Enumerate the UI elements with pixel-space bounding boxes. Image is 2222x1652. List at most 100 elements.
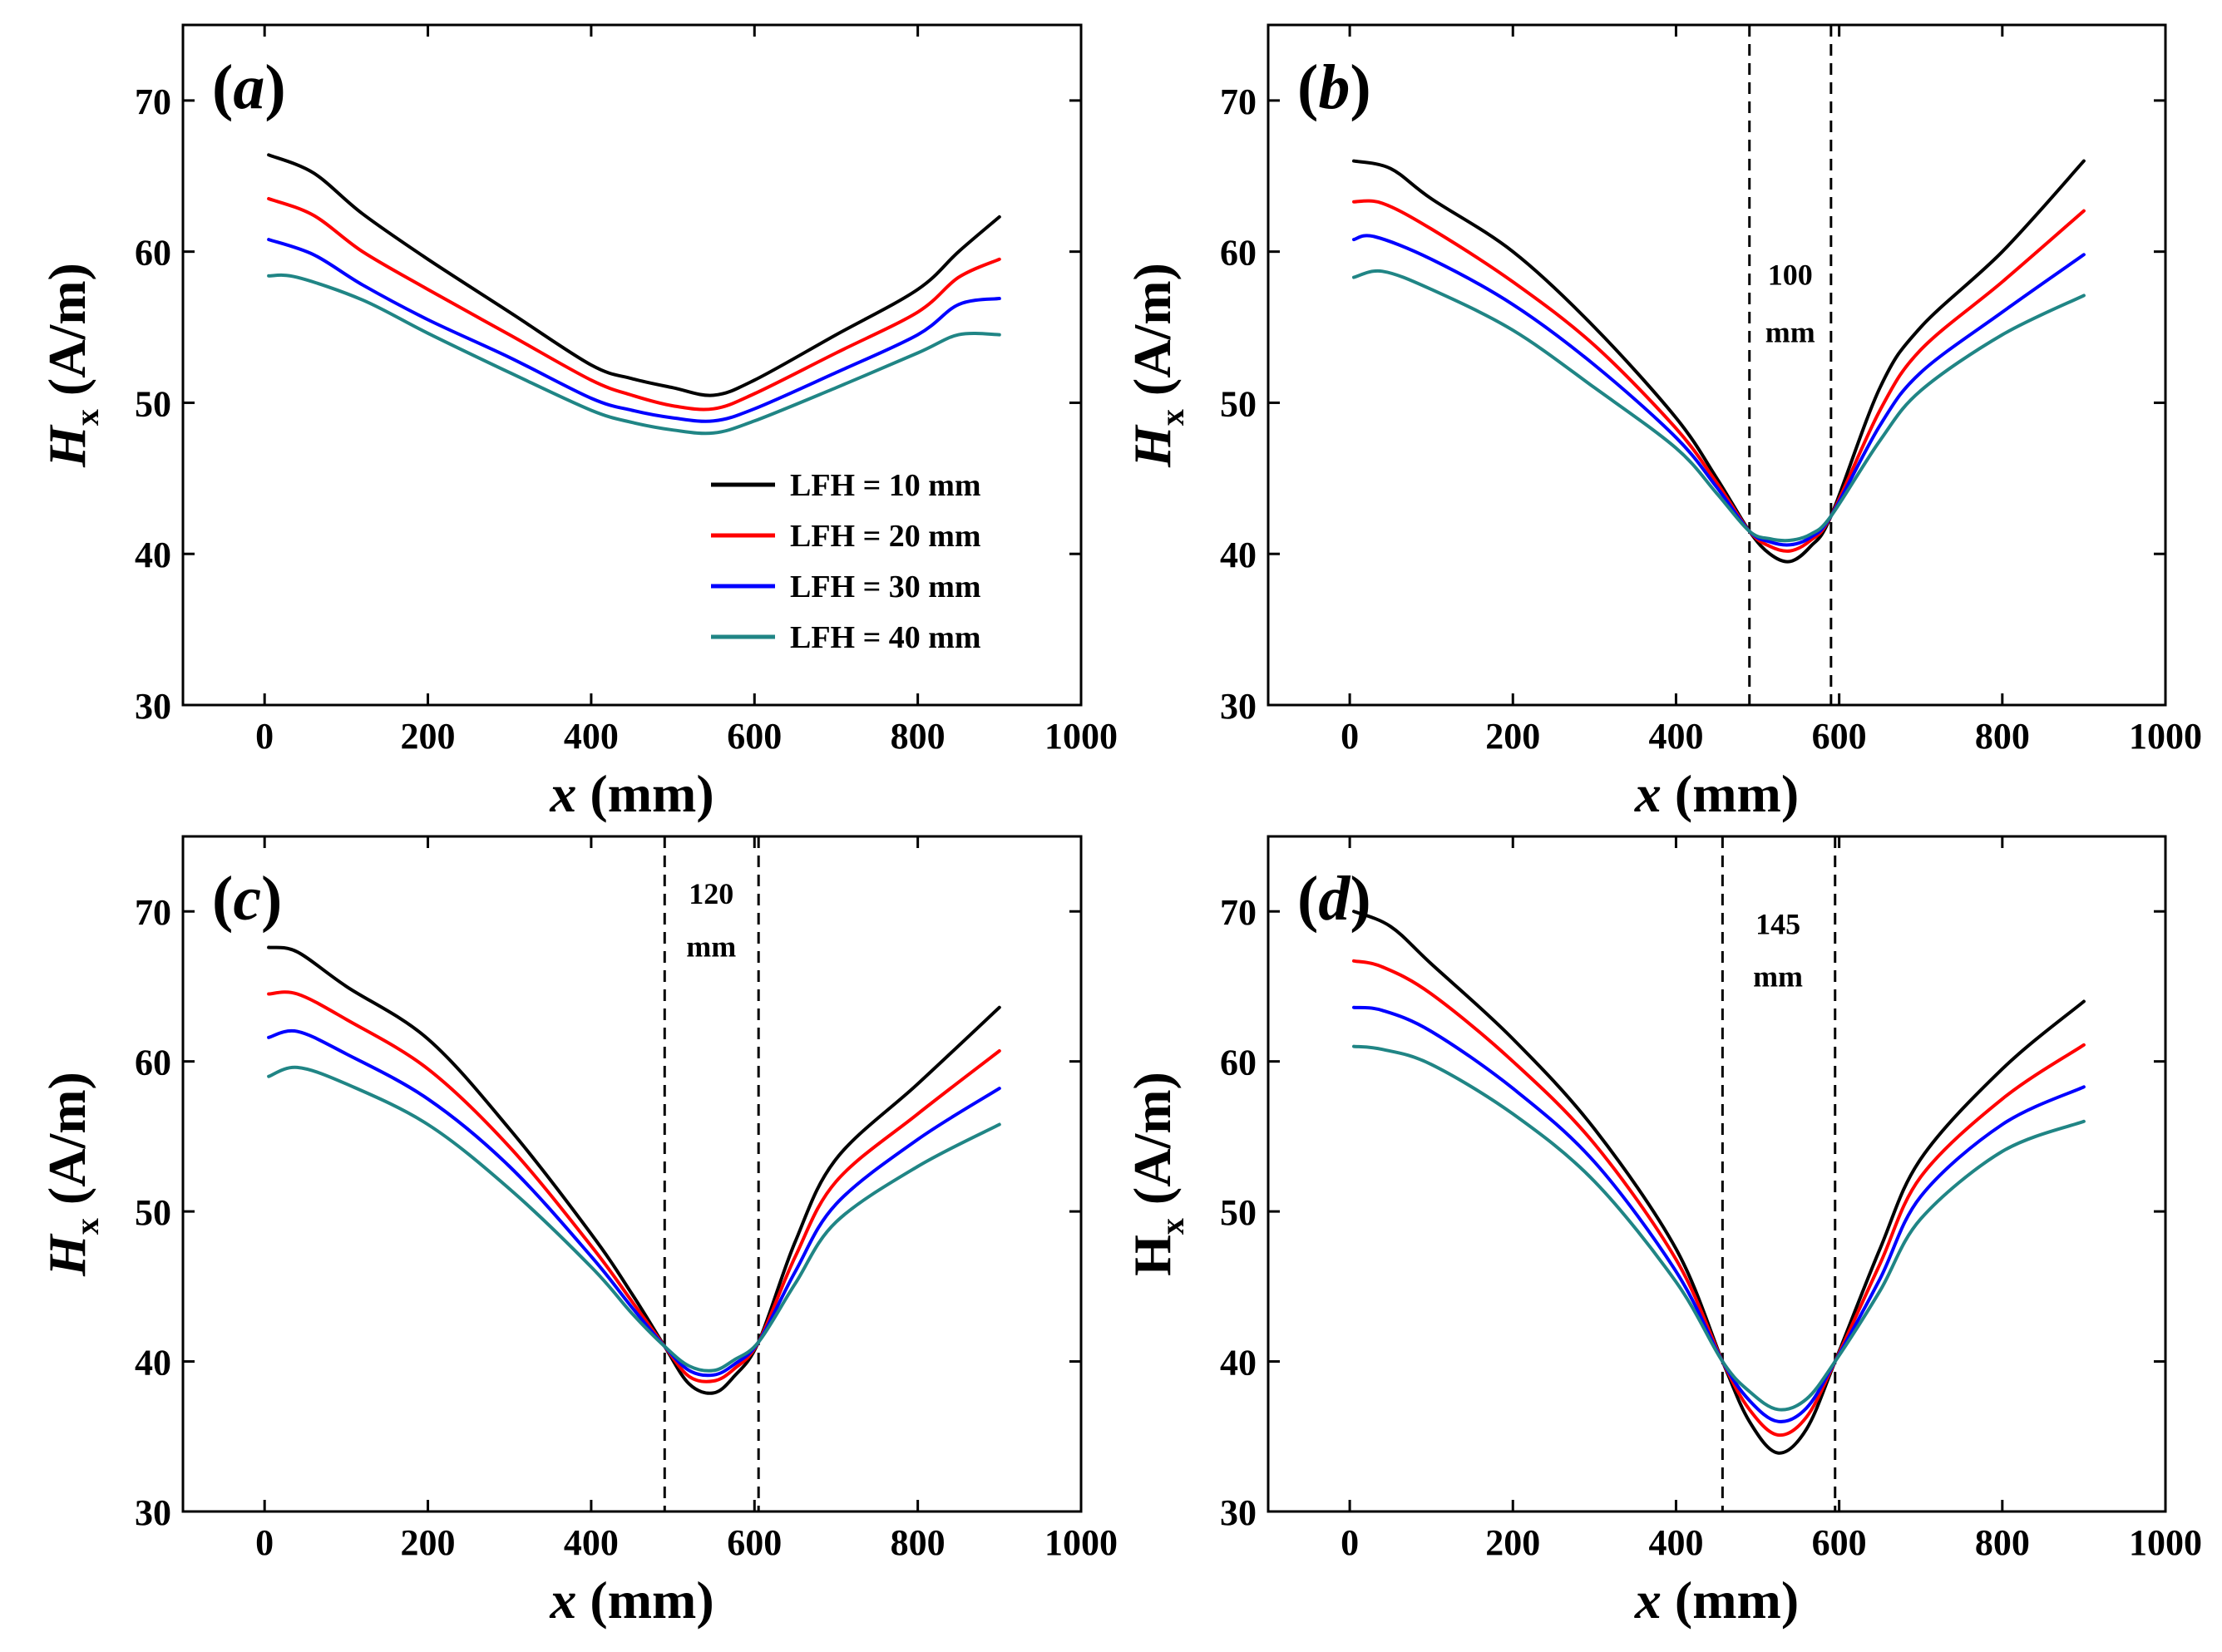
panel-label: (c) — [212, 864, 282, 934]
y-tick-label: 60 — [135, 233, 171, 274]
x-tick-label: 1000 — [2129, 716, 2202, 757]
legend: LFH = 10 mm LFH = 20 mm LFH = 30 mm LFH = 4… — [711, 468, 981, 655]
width-annotation-value: 100 — [1768, 259, 1813, 292]
series-line-30mm — [1352, 1005, 2086, 1423]
series-line-30mm — [1352, 234, 2086, 547]
width-annotation-value: 120 — [689, 877, 733, 910]
y-tick-label: 50 — [1220, 383, 1257, 424]
x-axis-unit: (mm) — [576, 764, 714, 823]
y-axis-var: H — [1123, 1235, 1182, 1276]
x-axis-label: x (mm) — [1634, 764, 1799, 823]
y-axis-unit: (A/m) — [37, 1072, 96, 1218]
panel-label-letter: d — [1318, 864, 1350, 934]
panel-label-close: ) — [1350, 52, 1370, 122]
series-line-40mm — [267, 1065, 1001, 1373]
panel-label-close: ) — [261, 864, 282, 934]
series-line-40mm — [267, 273, 1001, 436]
y-tick-label: 40 — [1220, 535, 1257, 575]
series-line-20mm — [1352, 199, 2086, 553]
panel-label: (a) — [212, 52, 286, 122]
series-line-30mm — [267, 238, 1001, 423]
x-tick-label: 1000 — [1044, 1522, 1118, 1563]
x-axis-label: x (mm) — [1634, 1571, 1799, 1630]
x-tick-label: 200 — [1485, 1522, 1540, 1563]
series-line-10mm — [267, 153, 1001, 397]
panel-label-close: ) — [264, 52, 285, 122]
series-line-40mm — [1352, 269, 2086, 543]
x-tick-label: 200 — [401, 1522, 456, 1563]
x-tick-label: 1000 — [2129, 1522, 2202, 1563]
x-tick-label: 0 — [255, 716, 274, 757]
series-line-10mm — [267, 945, 1001, 1395]
series-line-20mm — [267, 990, 1001, 1383]
y-tick-label: 60 — [135, 1043, 171, 1083]
x-tick-label: 1000 — [1044, 716, 1118, 757]
y-tick-label: 60 — [1220, 233, 1257, 274]
x-tick-label: 400 — [1648, 716, 1703, 757]
y-axis-label: Hx (A/m) — [1123, 1072, 1191, 1276]
plot-frame — [1267, 23, 2167, 707]
width-annotation-unit: mm — [1753, 959, 1803, 993]
y-tick-label: 40 — [135, 1343, 171, 1383]
y-tick-label: 30 — [1220, 1492, 1257, 1533]
series-line-20mm — [267, 197, 1001, 412]
panel-label-open: ( — [212, 52, 233, 122]
y-axis-label: Hx (A/m) — [37, 263, 106, 468]
width-annotation-unit: mm — [1765, 316, 1815, 349]
y-tick-label: 30 — [135, 1492, 171, 1533]
x-tick-label: 800 — [891, 1522, 946, 1563]
x-tick-label: 800 — [1975, 1522, 2030, 1563]
y-tick-label: 40 — [1220, 1343, 1257, 1383]
panel-label-letter: c — [233, 864, 261, 934]
legend-label: LFH = 10 mm — [790, 468, 981, 503]
series-line-20mm — [1352, 959, 2086, 1437]
x-axis-var: x — [549, 1571, 576, 1630]
y-axis-subscript: x — [1153, 1218, 1191, 1235]
series-line-10mm — [1352, 910, 2086, 1455]
y-axis-subscript: x — [68, 409, 106, 426]
series-line-30mm — [267, 1028, 1001, 1378]
panel-label-open: ( — [1297, 52, 1318, 122]
panel-label-open: ( — [1297, 864, 1318, 934]
y-axis-unit: (A/m) — [1123, 263, 1182, 409]
plot-frame — [181, 835, 1083, 1513]
legend-label: LFH = 30 mm — [790, 570, 981, 604]
y-tick-label: 50 — [135, 383, 171, 424]
y-tick-label: 40 — [135, 535, 171, 575]
series-line-40mm — [1352, 1044, 2086, 1412]
panel-a: 0 200 400 600 800 1000 30 40 50 60 70 x (mm) Hx (A/m… — [37, 23, 1118, 823]
x-tick-label: 600 — [1812, 716, 1867, 757]
series-line-10mm — [1352, 159, 2086, 564]
y-axis-label: Hx (A/m) — [37, 1072, 106, 1277]
width-annotation-unit: mm — [686, 930, 736, 963]
y-tick-label: 60 — [1220, 1043, 1257, 1083]
x-tick-label: 400 — [564, 716, 619, 757]
x-axis-var: x — [1634, 764, 1662, 823]
x-axis-unit: (mm) — [1662, 1571, 1799, 1630]
y-tick-label: 70 — [135, 892, 171, 933]
x-axis-var: x — [549, 764, 576, 823]
y-tick-label: 50 — [1220, 1192, 1257, 1233]
x-tick-label: 400 — [564, 1522, 619, 1563]
x-tick-label: 800 — [891, 716, 946, 757]
x-tick-label: 600 — [727, 1522, 782, 1563]
y-tick-label: 30 — [135, 686, 171, 727]
x-tick-label: 800 — [1975, 716, 2030, 757]
legend-label: LFH = 20 mm — [790, 519, 981, 554]
x-tick-label: 200 — [401, 716, 456, 757]
plot-frame — [1267, 835, 2167, 1513]
y-axis-var: H — [37, 1233, 96, 1277]
y-tick-label: 30 — [1220, 686, 1257, 727]
panel-label: (b) — [1297, 52, 1371, 122]
x-tick-label: 600 — [1812, 1522, 1867, 1563]
width-annotation-value: 145 — [1755, 907, 1800, 940]
panel-label: (d) — [1297, 864, 1371, 934]
x-tick-label: 600 — [727, 716, 782, 757]
panel-label-open: ( — [212, 864, 233, 934]
x-axis-unit: (mm) — [1662, 764, 1799, 823]
y-axis-label: Hx (A/m) — [1123, 263, 1191, 468]
